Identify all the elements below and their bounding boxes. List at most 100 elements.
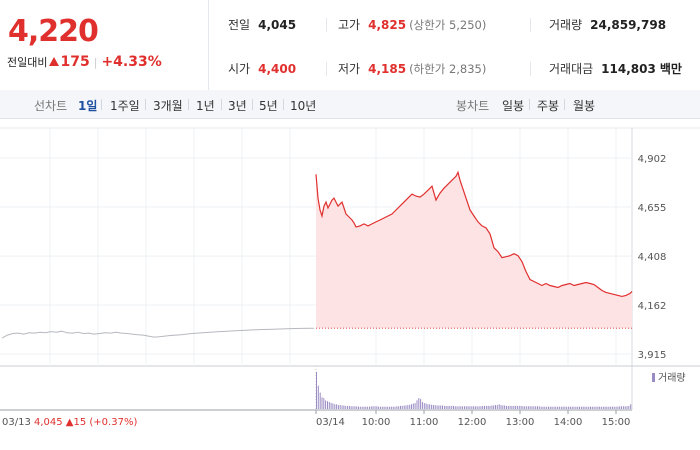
price-summary: 4,220 전일대비 175 | +4.33% 전일 4,045 고가 4,825 (상한가…	[0, 0, 700, 91]
volume-bar	[356, 406, 358, 409]
volume-bar	[403, 405, 405, 409]
volume-bar	[392, 406, 394, 409]
tab-5y[interactable]: 5년	[259, 99, 278, 113]
volume-bar	[387, 406, 389, 409]
prev-day-close: 4,045 ▲15 (+0.37%)	[34, 417, 137, 428]
volume-bar	[367, 406, 369, 409]
volume-bar	[513, 405, 515, 409]
change-separator: |	[93, 56, 98, 69]
volume-bar	[376, 406, 378, 409]
y-tick-label: 4,408	[638, 252, 667, 263]
tab-1y[interactable]: 1년	[196, 99, 215, 113]
volume-stat: 거래량 24,859,798	[549, 16, 666, 33]
volume-bar	[524, 406, 526, 409]
volume-bar	[389, 406, 391, 409]
y-tick-label: 4,162	[638, 301, 667, 312]
volume-bar	[487, 405, 489, 409]
tab-1w[interactable]: 1주일	[110, 99, 140, 113]
prev-day-date: 03/13	[2, 417, 34, 428]
volume-bar	[316, 372, 317, 409]
volume-bar	[527, 406, 529, 409]
volume-bar	[529, 406, 531, 409]
volume-bar	[593, 406, 595, 409]
volume-bar	[615, 406, 617, 409]
volume-bar	[608, 406, 610, 409]
volume-bar	[473, 406, 475, 409]
y-tick-label: 4,655	[638, 203, 667, 214]
volume-bar	[555, 406, 557, 409]
volume-bar	[560, 406, 562, 409]
volume-bar	[577, 406, 579, 409]
volume-bar	[405, 405, 407, 409]
volume-bar	[460, 406, 462, 409]
volume-bar	[390, 406, 392, 409]
volume-bar	[533, 406, 535, 409]
tab-separator	[221, 99, 222, 110]
volume-bar	[348, 405, 350, 409]
volume-value: 24,859,798	[590, 18, 667, 32]
volume-bar	[624, 406, 626, 409]
volume-bar	[469, 406, 471, 409]
tab-monthly-candle[interactable]: 월봉	[573, 99, 596, 113]
volume-bar	[498, 404, 500, 409]
tab-3m[interactable]: 3개월	[153, 99, 183, 113]
high-value: 4,825	[368, 18, 407, 32]
volume-bar	[573, 406, 575, 409]
divider	[530, 18, 531, 32]
volume-bar	[432, 405, 434, 409]
volume-bar	[438, 405, 440, 409]
volume-bar	[495, 405, 496, 409]
volume-bar	[458, 406, 460, 409]
today-area-fill	[316, 172, 632, 329]
volume-bar	[334, 404, 336, 409]
tab-daily-candle[interactable]: 일봉	[502, 99, 525, 113]
volume-bar	[553, 406, 555, 409]
volume-bar	[365, 406, 367, 409]
volume-bar	[385, 406, 387, 409]
volume-bar	[548, 406, 549, 409]
volume-bar	[493, 405, 495, 409]
volume-bar	[323, 398, 325, 409]
tab-separator	[252, 99, 253, 110]
volume-bar	[509, 405, 511, 409]
volume-bar	[363, 406, 365, 409]
volume-bar	[538, 406, 540, 409]
volume-legend-label: 거래량	[658, 372, 686, 384]
tab-1d[interactable]: 1일	[78, 99, 98, 113]
volume-bar	[586, 406, 588, 409]
volume-bar	[537, 406, 538, 409]
high-stat: 고가 4,825 (상한가 5,250)	[338, 16, 486, 33]
tab-separator	[529, 99, 530, 110]
volume-bar	[359, 406, 361, 409]
volume-bar	[619, 406, 621, 409]
amount-stat: 거래대금 114,803 백만	[549, 60, 682, 77]
upper-limit: (상한가 5,250)	[409, 18, 487, 32]
tab-10y[interactable]: 10년	[290, 99, 317, 113]
tab-weekly-candle[interactable]: 주봉	[537, 99, 560, 113]
volume-bar	[502, 405, 504, 409]
volume-bar	[447, 405, 449, 409]
volume-bar	[474, 406, 476, 409]
tab-separator	[188, 99, 189, 110]
volume-bar	[511, 405, 513, 409]
chart-period-tabs: 선차트 1일 1주일 3개월 1년 3년 5년 10년 봉차트 일봉 주봉 월봉	[0, 90, 700, 119]
volume-bar	[526, 406, 528, 409]
x-tick-label: 15:00	[602, 417, 631, 428]
volume-bar	[383, 406, 385, 409]
volume-bar	[427, 404, 429, 409]
volume-bar	[418, 398, 420, 409]
volume-bar	[436, 405, 438, 409]
volume-bar	[462, 406, 464, 409]
volume-bar	[325, 400, 327, 409]
volume-bar	[465, 406, 467, 409]
high-label: 고가	[338, 18, 361, 32]
volume-bar	[429, 404, 431, 409]
volume-bar	[579, 406, 580, 409]
volume-bar	[582, 406, 584, 409]
volume-bar	[341, 405, 343, 409]
tab-separator	[564, 99, 565, 110]
open-value: 4,400	[258, 62, 297, 76]
low-stat: 저가 4,185 (하한가 2,835)	[338, 60, 486, 77]
tab-3y[interactable]: 3년	[228, 99, 247, 113]
volume-bar	[381, 406, 383, 409]
